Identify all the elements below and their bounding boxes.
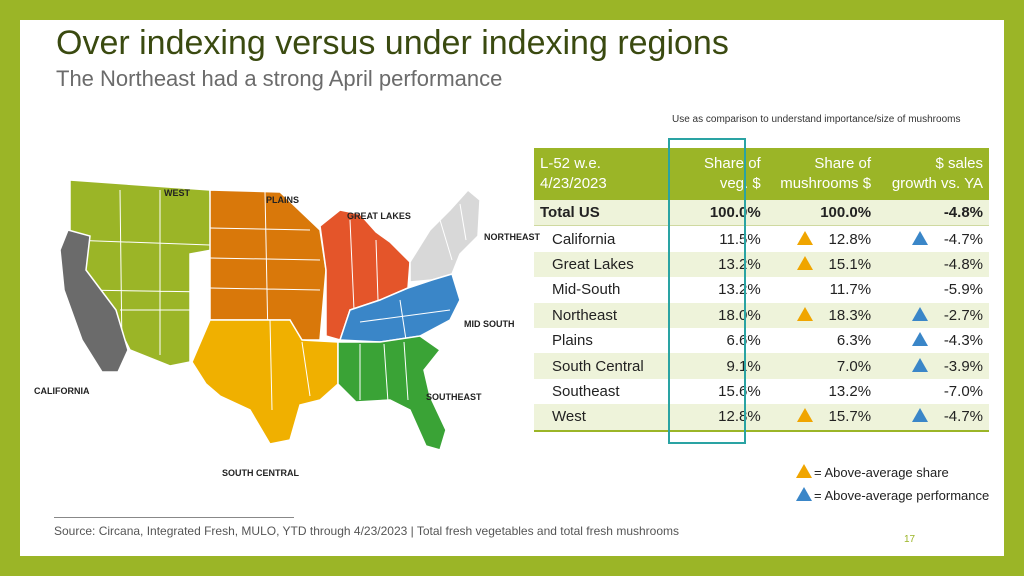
row-share-veg: 6.6% <box>726 332 761 350</box>
region-south-central <box>191 319 339 445</box>
row-share-veg: 13.2% <box>673 251 767 278</box>
us-map-graphic <box>59 179 481 451</box>
row-name: South Central <box>534 353 674 379</box>
row-name: Northeast <box>534 302 674 328</box>
row-sales-growth: -4.8% <box>877 251 989 278</box>
row-share-mushrooms: 15.7% <box>766 404 878 432</box>
header-period: L-52 w.e. 4/23/2023 <box>534 148 674 200</box>
table-row-total: Total US 100.0% 100.0% -4.8% <box>534 200 989 227</box>
blue-triangle-icon <box>911 332 928 347</box>
blue-triangle-icon <box>796 487 812 501</box>
header-share-mushrooms: Share of mushrooms $ <box>766 148 878 200</box>
row-name: West <box>534 404 674 432</box>
row-sales-growth: -2.7% <box>877 302 989 328</box>
row-share-mushrooms: 15.1% <box>766 251 878 278</box>
row-share-mushrooms: 13.2% <box>828 382 872 400</box>
share-veg-highlight-box <box>668 138 746 444</box>
row-name: Great Lakes <box>534 251 674 278</box>
row-share-veg: 13.2% <box>718 281 761 299</box>
blue-triangle-icon <box>911 408 928 423</box>
footer-divider <box>54 517 294 518</box>
row-share-mushrooms: 7.0% <box>766 353 878 379</box>
row-name: Plains <box>552 332 593 350</box>
table-row: Southeast 15.6% 13.2% -7.0% <box>534 379 989 404</box>
orange-triangle-icon <box>796 464 812 478</box>
region-southeast <box>337 335 447 451</box>
table-row: Northeast 18.0% 18.3% -2.7% <box>534 302 989 328</box>
row-share-mushrooms: 18.3% <box>766 302 878 328</box>
map-label-south-central: SOUTH CENTRAL <box>222 468 299 478</box>
row-name: Southeast <box>552 382 620 400</box>
map-label-northeast: NORTHEAST <box>484 232 540 242</box>
table-row: California 11.5% 12.8% -4.7% <box>534 226 989 252</box>
row-share-veg: 11.5% <box>719 230 761 248</box>
map-label-southeast: SOUTHEAST <box>426 392 482 402</box>
row-share-veg: 9.1% <box>673 353 767 379</box>
row-sales-growth: -3.9% <box>877 353 989 379</box>
row-share-mushrooms: 12.8% <box>767 226 877 252</box>
blue-triangle-icon <box>911 357 928 372</box>
row-share-veg: 12.8% <box>673 404 767 432</box>
header-share-veg: Share of veg. $ <box>673 148 767 200</box>
map-label-mid-south: MID SOUTH <box>464 319 515 329</box>
row-sales-growth: -5.9% <box>943 281 983 299</box>
page-title: Over indexing versus under indexing regi… <box>56 24 729 62</box>
row-sales-growth: -4.7% <box>877 226 989 252</box>
us-region-map: WEST PLAINS GREAT LAKES NORTHEAST MID SO… <box>20 150 540 478</box>
row-name: Total US <box>534 200 674 227</box>
header-sales-growth: $ sales growth vs. YA <box>877 148 989 200</box>
row-share-veg: 15.6% <box>718 382 761 400</box>
orange-triangle-icon <box>796 230 813 245</box>
table-row: Great Lakes 13.2% 15.1% -4.8% <box>534 251 989 278</box>
comparison-note: Use as comparison to understand importan… <box>672 114 961 125</box>
map-label-west: WEST <box>164 188 190 198</box>
table-row: West 12.8% 15.7% -4.7% <box>534 404 989 432</box>
row-share-mushrooms: 100.0% <box>766 200 878 227</box>
row-sales-growth: -4.3% <box>877 328 989 353</box>
table-header-row: L-52 w.e. 4/23/2023 Share of veg. $ Share … <box>534 148 989 200</box>
map-label-great-lakes: GREAT LAKES <box>347 211 411 221</box>
table-row: South Central 9.1% 7.0% -3.9% <box>534 353 989 379</box>
blue-triangle-icon <box>911 230 928 245</box>
table-row: Plains 6.6% 6.3% -4.3% <box>534 328 989 353</box>
legend-share: = Above-average share <box>796 464 949 480</box>
row-sales-growth: -4.7% <box>877 404 989 432</box>
row-share-veg: 18.0% <box>673 302 767 328</box>
legend-performance: = Above-average performance <box>796 487 989 503</box>
orange-triangle-icon <box>796 255 813 270</box>
table-row: Mid-South 13.2% 11.7% -5.9% <box>534 277 989 302</box>
orange-triangle-icon <box>796 408 813 423</box>
row-share-mushrooms: 11.7% <box>829 281 872 299</box>
page-subtitle: The Northeast had a strong April perform… <box>56 66 503 91</box>
orange-triangle-icon <box>796 306 813 321</box>
source-note: Source: Circana, Integrated Fresh, MULO,… <box>54 524 680 538</box>
row-sales-growth: -7.0% <box>943 382 983 400</box>
row-sales-growth: -4.8% <box>877 200 989 227</box>
row-share-mushrooms: 6.3% <box>836 332 872 350</box>
page-number: 17 <box>904 534 916 545</box>
region-data-table: L-52 w.e. 4/23/2023 Share of veg. $ Share … <box>534 148 989 432</box>
region-california <box>59 229 129 373</box>
slide: Over indexing versus under indexing regi… <box>20 20 1004 556</box>
blue-triangle-icon <box>911 306 928 321</box>
row-name: California <box>552 230 616 248</box>
map-label-plains: PLAINS <box>266 195 300 205</box>
map-label-california: CALIFORNIA <box>34 386 90 396</box>
row-share-veg: 100.0% <box>673 200 767 227</box>
row-name: Mid-South <box>552 281 621 299</box>
